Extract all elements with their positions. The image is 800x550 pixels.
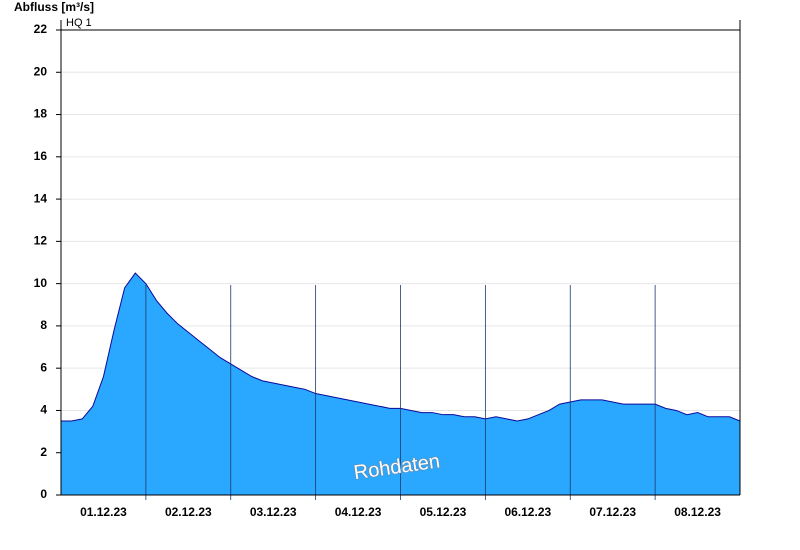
x-tick-label: 03.12.23 bbox=[250, 505, 297, 519]
y-tick-label: 22 bbox=[34, 22, 48, 36]
hq-label: HQ 1 bbox=[66, 17, 92, 29]
x-tick-label: 01.12.23 bbox=[80, 505, 127, 519]
x-tick-label: 06.12.23 bbox=[504, 505, 551, 519]
y-tick-label: 10 bbox=[34, 276, 48, 290]
y-tick-label: 18 bbox=[34, 107, 48, 121]
y-axis-label: Abfluss [m³/s] bbox=[14, 0, 94, 14]
y-tick-label: 8 bbox=[40, 318, 47, 332]
y-tick-label: 6 bbox=[40, 360, 47, 374]
y-tick-label: 0 bbox=[40, 487, 47, 501]
y-tick-label: 4 bbox=[40, 403, 47, 417]
y-tick-label: 2 bbox=[40, 445, 47, 459]
x-tick-label: 02.12.23 bbox=[165, 505, 212, 519]
y-tick-label: 16 bbox=[34, 149, 48, 163]
y-tick-label: 12 bbox=[34, 234, 48, 248]
y-tick-label: 14 bbox=[34, 191, 48, 205]
x-tick-label: 04.12.23 bbox=[335, 505, 382, 519]
x-tick-label: 05.12.23 bbox=[420, 505, 467, 519]
y-tick-label: 20 bbox=[34, 64, 48, 78]
x-tick-label: 08.12.23 bbox=[674, 505, 721, 519]
x-tick-label: 07.12.23 bbox=[589, 505, 636, 519]
